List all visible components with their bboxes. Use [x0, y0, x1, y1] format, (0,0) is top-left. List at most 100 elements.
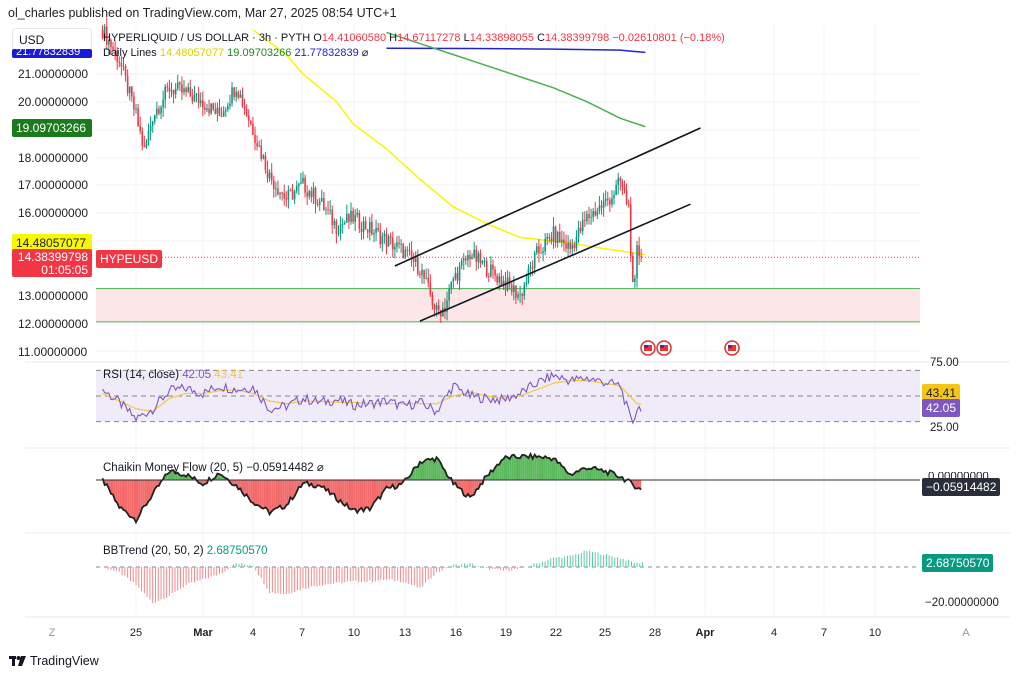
symbol-legend: HYPERLIQUID / US DOLLAR · 3h · PYTH O14.…	[103, 32, 725, 44]
candle-body	[492, 264, 494, 270]
candle-body	[128, 86, 131, 94]
candle-body	[308, 191, 311, 197]
candle-body	[561, 239, 563, 243]
cmf-area	[363, 480, 366, 512]
candle-body	[306, 192, 308, 197]
candle-body	[421, 269, 423, 275]
daily-line-1-value: 14.48057077	[159, 47, 225, 59]
candle-body	[423, 269, 425, 279]
cmf-area	[528, 453, 531, 480]
cmf-area	[275, 480, 278, 509]
candle-body	[398, 242, 400, 245]
candle-body	[469, 254, 471, 260]
candle-body	[318, 201, 321, 205]
cmf-legend[interactable]: Chaikin Money Flow (20, 5) −0.05914482 ⌀	[103, 460, 324, 474]
cmf-area	[434, 457, 437, 480]
time-tick: 4	[770, 627, 778, 639]
cmf-area	[457, 480, 460, 488]
hide-values-icon[interactable]: ⌀	[361, 47, 369, 59]
candle-body	[531, 267, 534, 269]
daily-line-blue	[386, 47, 646, 54]
cmf-area	[148, 480, 151, 502]
candle-body	[239, 94, 242, 98]
cmf-area	[267, 480, 270, 515]
candle-body	[270, 172, 273, 181]
candle-body	[375, 228, 377, 234]
candle-body	[264, 155, 267, 170]
scroll-left-button[interactable]: Z	[48, 627, 56, 639]
candle-body	[281, 192, 283, 194]
cmf-area	[286, 480, 289, 506]
candle-body	[170, 89, 173, 92]
cmf-area	[140, 480, 143, 514]
candle-body	[112, 47, 114, 50]
candle-body	[369, 221, 371, 233]
candle-body	[343, 222, 346, 224]
candle-body	[266, 169, 269, 179]
candle-body	[176, 82, 179, 89]
channel-lower-line	[419, 203, 691, 322]
candle-body	[600, 205, 603, 208]
candle-body	[339, 224, 342, 234]
candle-body	[364, 221, 367, 230]
cmf-area	[536, 456, 539, 480]
candle-body	[316, 204, 319, 206]
cmf-area	[424, 459, 427, 480]
bbtrend-value: 2.68750570	[206, 545, 268, 557]
candle-body	[258, 145, 260, 147]
hide-values-icon[interactable]: ⌀	[316, 462, 324, 474]
candle-body	[206, 108, 208, 110]
low-value: 14.33898055	[469, 32, 534, 44]
bar-countdown: 01:05:05	[41, 263, 88, 277]
cmf-area	[609, 470, 612, 480]
time-tick: 10	[868, 627, 882, 639]
bbtrend-legend[interactable]: BBTrend (20, 50, 2) 2.68750570	[103, 545, 268, 557]
candle-body	[575, 237, 578, 248]
daily-lines-legend[interactable]: Daily Lines 14.48057077 19.09703266 21.7…	[103, 46, 368, 59]
candle-body	[636, 245, 638, 279]
candle-body	[442, 307, 444, 317]
candle-body	[460, 260, 463, 266]
candle-body	[348, 214, 350, 222]
candle-body	[435, 305, 438, 310]
auto-scale-button[interactable]: A	[962, 627, 970, 639]
candle-body	[606, 198, 609, 201]
candle-body	[563, 239, 565, 244]
time-tick: 7	[298, 627, 306, 639]
candle-body	[467, 254, 469, 261]
cmf-area	[428, 458, 431, 480]
time-tick: 22	[549, 627, 563, 639]
tradingview-logo[interactable]: TradingView	[9, 654, 99, 668]
candle-body	[227, 105, 229, 110]
symbol-title[interactable]: HYPERLIQUID / US DOLLAR · 3h · PYTH	[103, 32, 311, 44]
daily-line-3-value: 21.77832839	[294, 47, 359, 59]
cmf-area	[242, 480, 245, 496]
candle-body	[320, 198, 323, 202]
cmf-area	[259, 480, 262, 508]
published-header: ol_charles published on TradingView.com,…	[8, 6, 397, 20]
candle-body	[598, 205, 601, 211]
candle-body	[387, 236, 390, 247]
candle-body	[483, 260, 486, 262]
candle-body	[586, 214, 588, 221]
cmf-area	[282, 480, 285, 509]
candle-body	[373, 233, 375, 235]
candle-body	[412, 257, 415, 262]
cmf-area	[559, 462, 562, 480]
us-flag-canton	[644, 345, 648, 348]
us-flag-canton	[728, 345, 732, 348]
cmf-area	[591, 467, 594, 480]
rsi-legend[interactable]: RSI (14, close) 42.05 43.41	[103, 369, 243, 381]
candle-body	[314, 187, 317, 205]
candle-body	[126, 75, 129, 94]
candle-body	[139, 125, 141, 132]
candle-body	[437, 305, 440, 311]
cmf-value: −0.05914482	[246, 462, 314, 474]
candle-body	[604, 198, 607, 202]
time-tick: Apr	[695, 627, 715, 639]
candle-body	[627, 203, 630, 205]
candle-body	[581, 219, 584, 232]
candle-body	[389, 236, 392, 238]
cmf-area	[351, 480, 354, 510]
